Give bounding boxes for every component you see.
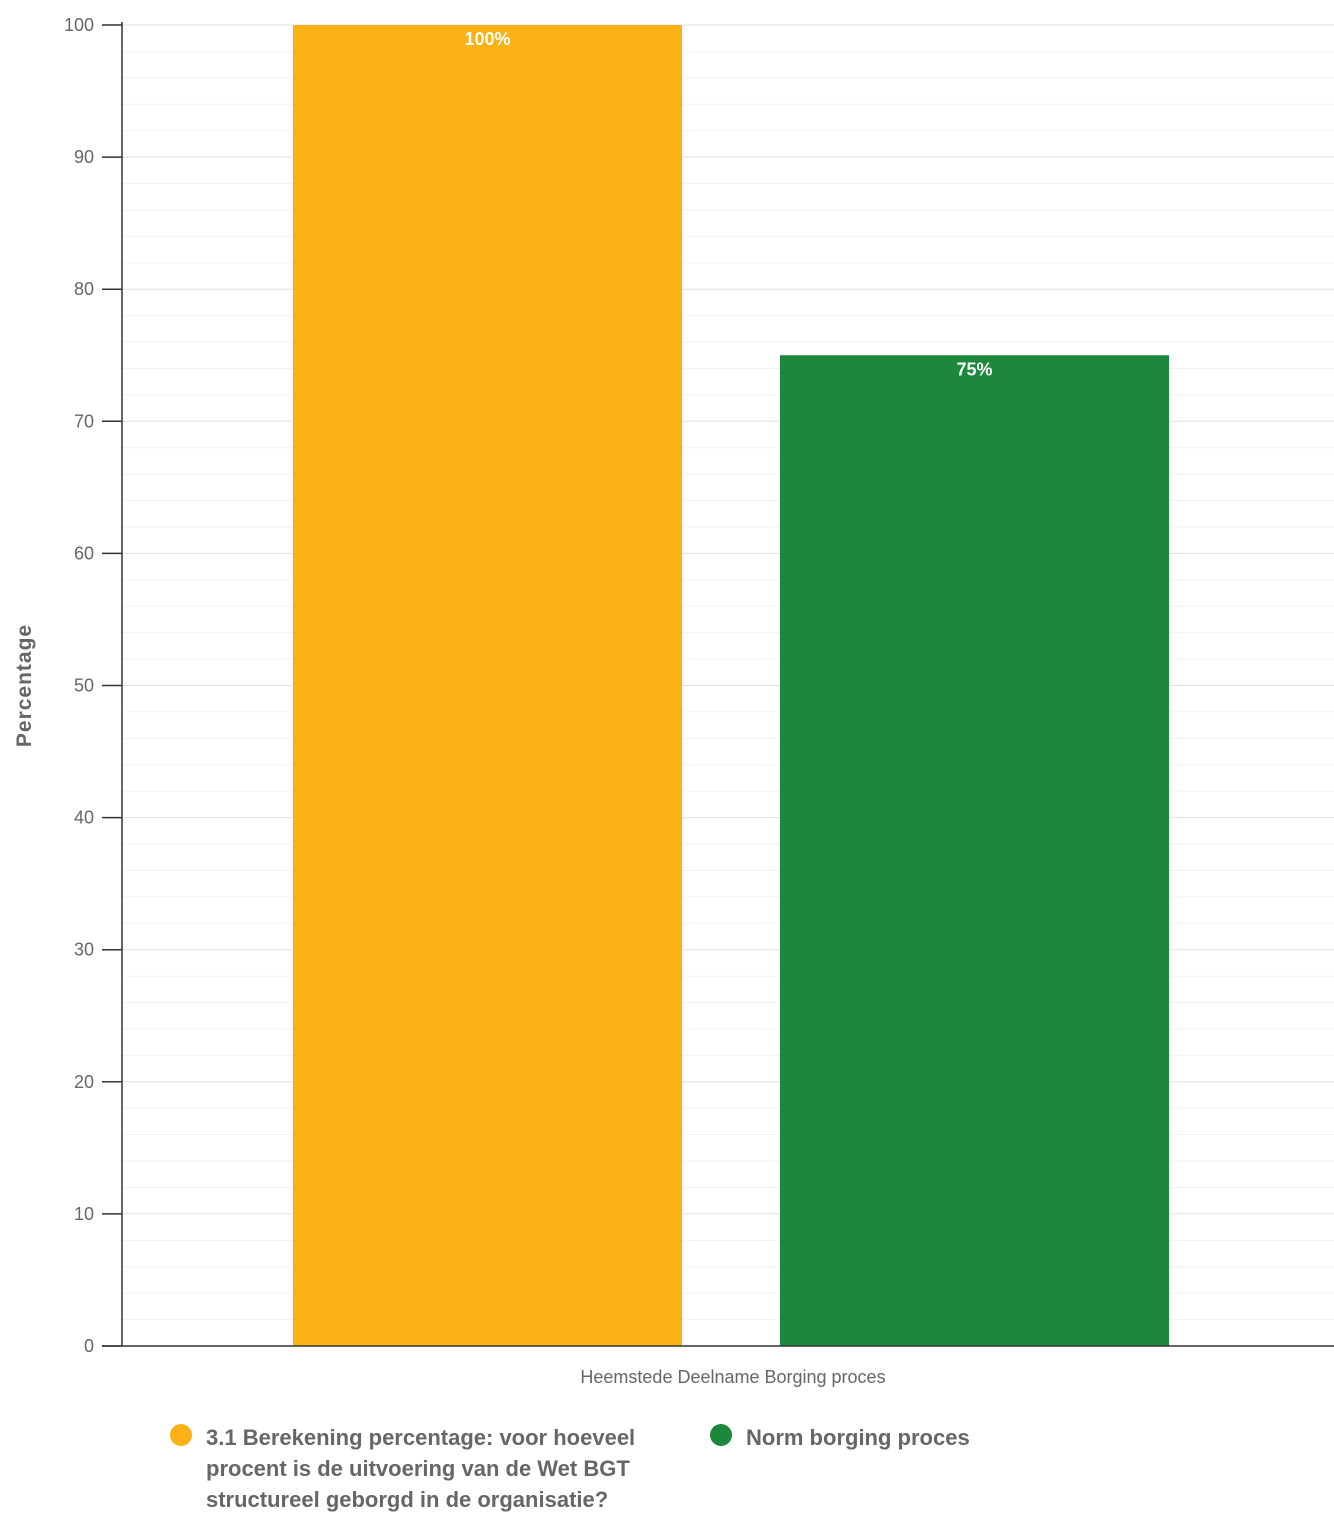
- y-tick-label: 80: [74, 279, 94, 299]
- y-tick-label: 30: [74, 940, 94, 960]
- legend-item-series-1[interactable]: 3.1 Berekening percentage: voor hoeveel …: [170, 1422, 690, 1515]
- legend-marker-series-2: [710, 1424, 732, 1446]
- bar-series-2[interactable]: [780, 355, 1169, 1346]
- y-tick-label: 20: [74, 1072, 94, 1092]
- y-tick-label: 60: [74, 543, 94, 563]
- y-tick-label: 40: [74, 808, 94, 828]
- legend-item-series-2[interactable]: Norm borging proces: [710, 1422, 1040, 1453]
- labels: 100% 75% 0 10 20 30 40 50 60 70 80 90 100 Percentage H…: [13, 15, 993, 1387]
- x-category-label: Heemstede Deelname Borging proces: [580, 1367, 885, 1387]
- legend-label-series-2: Norm borging proces: [746, 1425, 970, 1450]
- data-label-series-1: 100%: [464, 29, 510, 49]
- axes: [102, 22, 1334, 1347]
- data-label-series-2: 75%: [956, 359, 992, 379]
- y-tick-label: 50: [74, 676, 94, 696]
- y-tick-label: 0: [84, 1336, 94, 1356]
- bars: [293, 25, 1169, 1346]
- bar-series-1[interactable]: [293, 25, 682, 1346]
- y-tick-label: 70: [74, 411, 94, 431]
- y-tick-label: 10: [74, 1204, 94, 1224]
- legend-label-series-1: 3.1 Berekening percentage: voor hoeveel …: [206, 1425, 636, 1512]
- y-tick-label: 100: [64, 15, 94, 35]
- y-axis-title: Percentage: [13, 624, 36, 747]
- y-tick-label: 90: [74, 147, 94, 167]
- legend-marker-series-1: [170, 1424, 192, 1446]
